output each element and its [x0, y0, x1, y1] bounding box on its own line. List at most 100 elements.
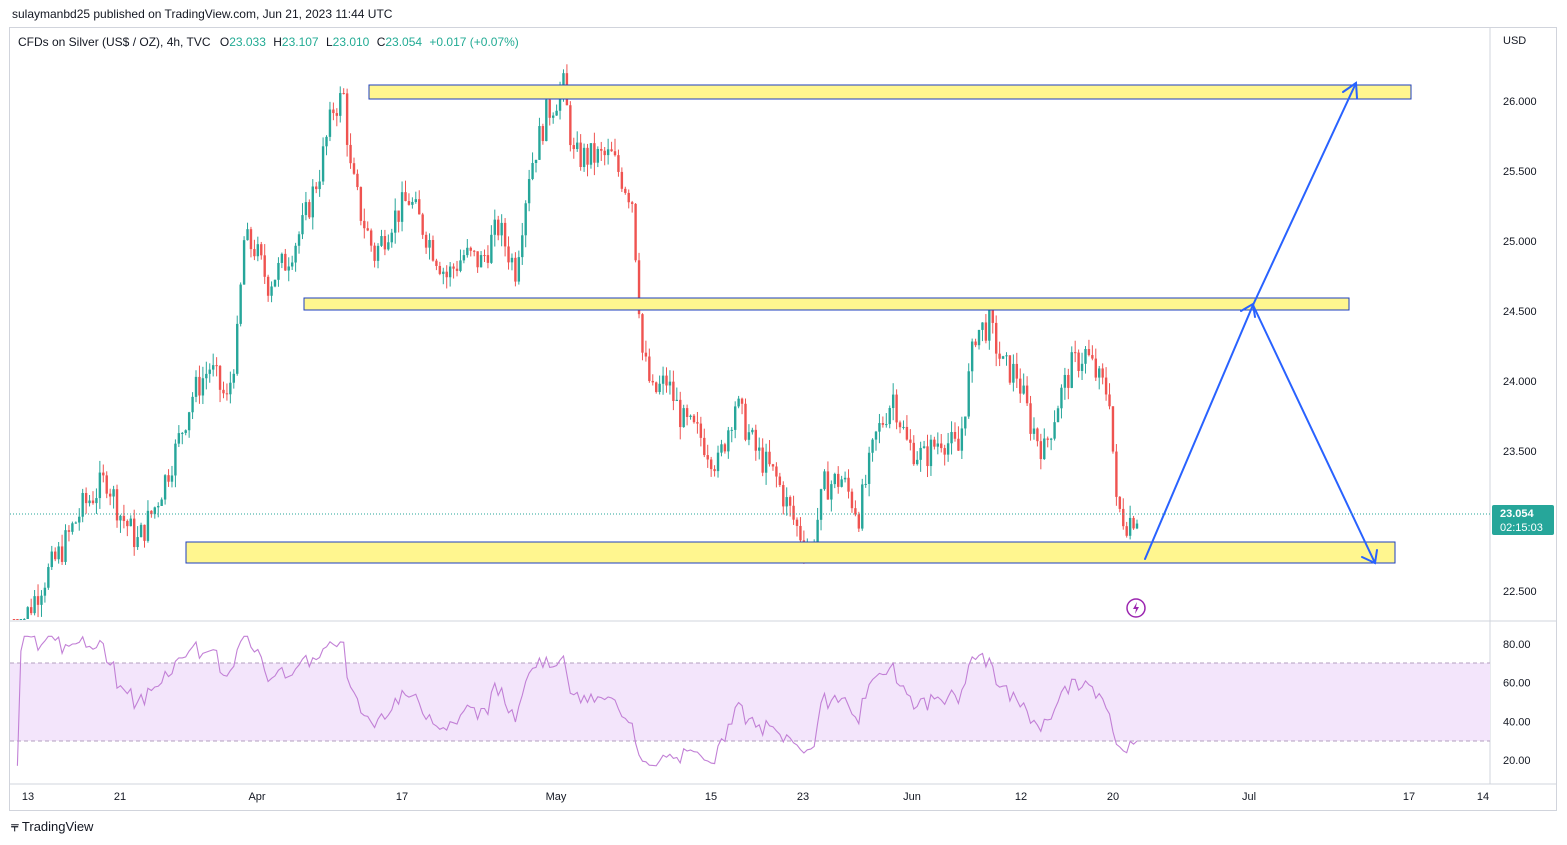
candle-body [376, 245, 380, 261]
candle-body [445, 271, 448, 278]
candle-body [991, 310, 994, 323]
candle-body [424, 234, 428, 248]
candle-body [840, 479, 843, 487]
candle-body [692, 415, 696, 423]
candle-body [1070, 352, 1073, 388]
candle-body [177, 433, 181, 444]
candle-body [132, 518, 136, 548]
candle-body [373, 245, 376, 261]
candle-body [569, 105, 572, 146]
candle-body [1005, 355, 1008, 357]
candle-body [854, 508, 857, 515]
candle-body [318, 181, 321, 190]
candle-body [823, 471, 826, 490]
candle-body [418, 199, 421, 215]
candle-body [620, 171, 624, 189]
candle-body [287, 266, 290, 271]
candle-body [1077, 352, 1080, 371]
candle-body [335, 113, 339, 116]
time-tick-label: Apr [248, 791, 265, 803]
candle-body [699, 423, 703, 438]
projection-path[interactable] [1144, 81, 1378, 565]
candle-body [304, 202, 308, 216]
candle-body [830, 484, 833, 500]
candle-body [764, 451, 768, 473]
candle-body [404, 192, 407, 202]
candle-body [253, 249, 256, 257]
candle-body [970, 341, 974, 372]
open-value: 23.033 [229, 35, 266, 49]
candle-body [1008, 355, 1012, 383]
candle-body [345, 93, 349, 145]
candle-body [754, 429, 757, 451]
high-label: H [273, 35, 282, 49]
projection-down[interactable] [1252, 304, 1376, 564]
time-tick-label: 15 [705, 791, 717, 803]
candle-body [819, 489, 823, 520]
candle-body [902, 426, 905, 428]
tradingview-logo[interactable]: ⫧ TradingView [11, 818, 93, 835]
candle-body [929, 439, 933, 467]
candle-body [744, 403, 747, 440]
candle-body [771, 464, 775, 467]
candle-body [964, 416, 967, 429]
candle-body [349, 144, 352, 164]
candle-body [411, 201, 414, 205]
candle-body [1046, 438, 1049, 440]
candle-body [273, 279, 277, 287]
candle-body [1125, 526, 1128, 536]
candle-body [596, 148, 600, 163]
candle-body [1080, 363, 1084, 371]
candle-body [290, 262, 294, 267]
rsi-band [10, 663, 1490, 741]
projection-up-2[interactable] [1252, 82, 1357, 306]
candle-body [696, 422, 699, 424]
candle-body [610, 149, 613, 152]
candle-body [40, 595, 43, 605]
candle-body [1019, 378, 1022, 394]
candle-body [919, 447, 922, 460]
candle-body [950, 431, 953, 444]
candle-body [459, 260, 462, 271]
candle-body [50, 551, 53, 568]
candle-body [36, 596, 40, 605]
candle-body [1029, 403, 1032, 434]
candle-body [366, 228, 369, 231]
candle-body [521, 235, 524, 258]
candle-body [143, 524, 146, 541]
current-price-badge [1492, 505, 1554, 535]
candle-body [538, 126, 541, 160]
candle-body [277, 262, 280, 280]
candle-body [122, 515, 126, 521]
candle-body [531, 162, 534, 180]
projection-up-1[interactable] [1144, 304, 1254, 560]
candle-body [242, 240, 246, 285]
candle-body [54, 551, 57, 560]
candle-body [249, 229, 253, 250]
candle-body [885, 424, 888, 426]
candle-body [490, 234, 493, 263]
candle-body [641, 314, 644, 353]
candle-body [431, 239, 435, 261]
lightning-icon[interactable] [1126, 598, 1146, 618]
candle-body [792, 505, 795, 520]
candle-body [630, 202, 634, 204]
candle-body [239, 284, 242, 324]
candle-body [479, 255, 483, 268]
candle-body [998, 353, 1001, 359]
open-label: O [219, 35, 230, 49]
resistance-zone-top[interactable] [368, 84, 1412, 100]
candle-body [1128, 517, 1132, 536]
candle-body [857, 514, 861, 529]
candle-body [356, 173, 359, 188]
resistance-zone-mid[interactable] [303, 297, 1350, 311]
candle-body [740, 398, 744, 404]
candle-body [548, 99, 551, 118]
candle-body [637, 260, 641, 315]
support-zone[interactable] [185, 541, 1396, 564]
candle-body [685, 408, 689, 417]
candle-body [1032, 428, 1036, 434]
time-tick-label: 13 [22, 791, 34, 803]
candle-body [1101, 368, 1104, 378]
